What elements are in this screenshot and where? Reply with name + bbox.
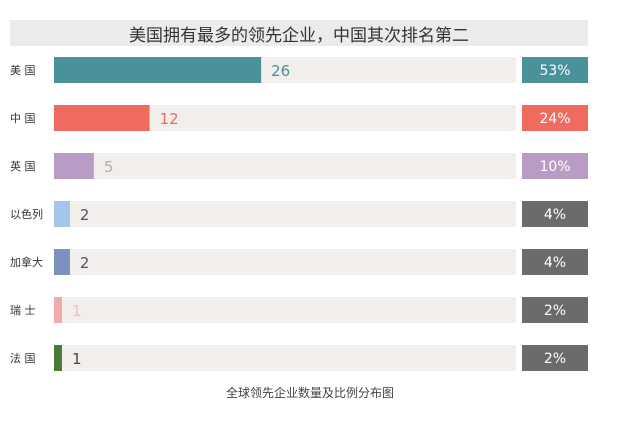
bar	[54, 297, 62, 323]
percent-box	[522, 57, 588, 83]
value-label: 5	[104, 158, 114, 176]
value-label: 12	[160, 110, 179, 128]
percent-label: 2%	[544, 351, 566, 367]
percent-label: 4%	[544, 255, 566, 271]
bar	[54, 201, 70, 227]
percent-box	[522, 297, 588, 323]
bar-track	[54, 201, 516, 227]
value-label: 1	[72, 302, 82, 320]
percent-box	[522, 201, 588, 227]
bar	[54, 153, 94, 179]
category-label: 以色列	[10, 207, 43, 221]
percent-box	[522, 153, 588, 179]
percent-label: 53%	[539, 63, 570, 79]
bar-track	[54, 345, 516, 371]
bar-track	[54, 153, 516, 179]
chart-caption: 全球领先企业数量及比例分布图	[225, 386, 394, 400]
bar	[54, 345, 62, 371]
percent-box	[522, 105, 588, 131]
value-label: 1	[72, 350, 82, 368]
category-label: 瑞 士	[10, 303, 36, 317]
percent-label: 4%	[544, 207, 566, 223]
bar	[54, 105, 150, 131]
bar	[54, 249, 70, 275]
category-label: 英 国	[10, 159, 36, 173]
percent-label: 24%	[539, 111, 570, 127]
percent-label: 2%	[544, 303, 566, 319]
value-label: 26	[271, 62, 290, 80]
value-label: 2	[80, 254, 90, 272]
bar-track	[54, 297, 516, 323]
category-label: 加拿大	[10, 255, 43, 269]
category-label: 法 国	[10, 351, 36, 365]
percent-label: 10%	[539, 159, 570, 175]
value-label: 2	[80, 206, 90, 224]
bar	[54, 57, 262, 83]
bar-track	[54, 249, 516, 275]
category-label: 美 国	[10, 64, 36, 77]
chart-title: 美国拥有最多的领先企业，中国其次排名第二	[10, 20, 588, 46]
category-label: 中 国	[10, 112, 36, 125]
percent-box	[522, 249, 588, 275]
percent-box	[522, 345, 588, 371]
